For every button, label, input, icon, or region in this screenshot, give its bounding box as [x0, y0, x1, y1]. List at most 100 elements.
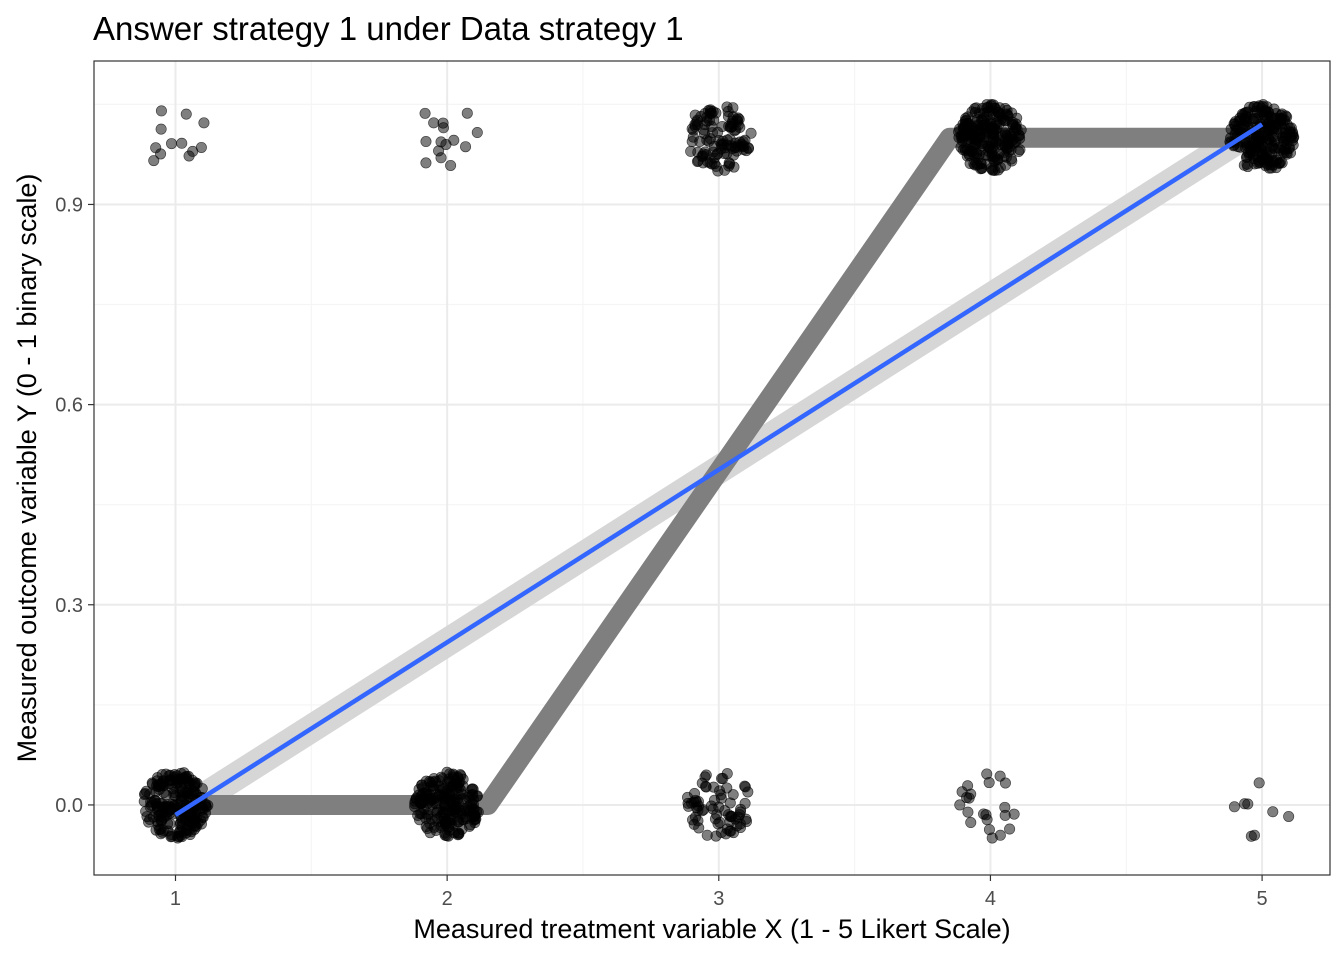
data-point [1242, 798, 1254, 810]
data-point [994, 770, 1006, 782]
data-point [739, 780, 751, 792]
data-point [183, 150, 195, 162]
axes: 1 2 3 4 5 0.0 0.3 0.6 0.9 [55, 194, 1267, 910]
data-point [176, 137, 188, 149]
data-point [1006, 155, 1018, 167]
data-point [730, 141, 742, 153]
data-point [1262, 123, 1274, 135]
data-point [440, 817, 452, 829]
y-tick-label: 0.0 [55, 795, 83, 817]
data-point [195, 141, 207, 153]
data-point [1250, 105, 1262, 117]
linear-fit-line [174, 122, 1264, 817]
data-point [700, 780, 712, 792]
data-point [178, 776, 190, 788]
data-point [437, 796, 449, 808]
data-point [1252, 157, 1264, 169]
data-point [144, 788, 156, 800]
x-axis-title: Measured treatment variable X (1 - 5 Lik… [413, 914, 1010, 944]
data-point [1274, 156, 1286, 168]
data-point [1001, 129, 1013, 141]
data-point [692, 119, 704, 131]
data-point [155, 148, 167, 160]
data-point [735, 803, 747, 815]
data-point [1248, 829, 1260, 841]
data-point [1228, 801, 1240, 813]
data-point [968, 158, 980, 170]
data-point [173, 831, 185, 843]
data-point [453, 827, 465, 839]
data-point [148, 155, 160, 167]
data-point [420, 157, 432, 169]
data-point [1225, 123, 1237, 135]
data-point [162, 825, 174, 837]
data-point [716, 772, 728, 784]
data-point [999, 809, 1011, 821]
linear-fit-segment [174, 122, 1264, 817]
data-point [697, 157, 709, 169]
data-point [180, 108, 192, 120]
data-point [1253, 777, 1265, 789]
data-point [414, 807, 426, 819]
data-point [703, 135, 715, 147]
data-point [470, 813, 482, 825]
x-tick-label: 5 [1257, 888, 1268, 910]
data-point [1240, 107, 1252, 119]
scatter-points [138, 99, 1300, 844]
chart-title: Answer strategy 1 under Data strategy 1 [93, 10, 684, 47]
data-point [962, 806, 974, 818]
data-point [745, 127, 757, 139]
data-point [155, 105, 167, 117]
data-point [734, 818, 746, 830]
data-point [471, 127, 483, 139]
x-tick-label: 3 [713, 888, 724, 910]
data-point [1241, 152, 1253, 164]
data-point [954, 799, 966, 811]
data-point [188, 823, 200, 835]
data-point [737, 136, 749, 148]
data-point [1004, 823, 1016, 835]
data-point [1279, 123, 1291, 135]
data-point [158, 811, 170, 823]
data-point [689, 109, 701, 121]
data-point [1262, 137, 1274, 149]
data-point [1275, 113, 1287, 125]
data-point [1003, 145, 1015, 157]
panel-border [93, 60, 1331, 876]
data-point [965, 788, 977, 800]
data-point [427, 783, 439, 795]
data-point [437, 806, 449, 818]
data-point [198, 117, 210, 129]
data-point [1268, 103, 1280, 115]
data-point [189, 777, 201, 789]
data-point [176, 820, 188, 832]
data-point [445, 159, 457, 171]
data-point [699, 146, 711, 158]
data-point [166, 138, 178, 150]
data-point [456, 813, 468, 825]
data-point [461, 107, 473, 119]
data-point [150, 806, 162, 818]
data-point [724, 797, 736, 809]
data-point [724, 158, 736, 170]
data-point [992, 106, 1004, 118]
data-point [1242, 161, 1254, 173]
data-point [732, 112, 744, 124]
data-point [721, 134, 733, 146]
data-point [437, 122, 449, 134]
data-point [734, 121, 746, 133]
data-point [185, 788, 197, 800]
data-point [151, 775, 163, 787]
data-point [969, 103, 981, 115]
data-point [1267, 806, 1279, 818]
data-point [693, 822, 705, 834]
data-point [420, 136, 432, 148]
data-point [144, 813, 156, 825]
x-tick-label: 2 [442, 888, 453, 910]
data-point [976, 138, 988, 150]
data-point [424, 817, 436, 829]
data-point [444, 775, 456, 787]
y-tick-label: 0.6 [55, 395, 83, 417]
x-tick-label: 1 [170, 888, 181, 910]
